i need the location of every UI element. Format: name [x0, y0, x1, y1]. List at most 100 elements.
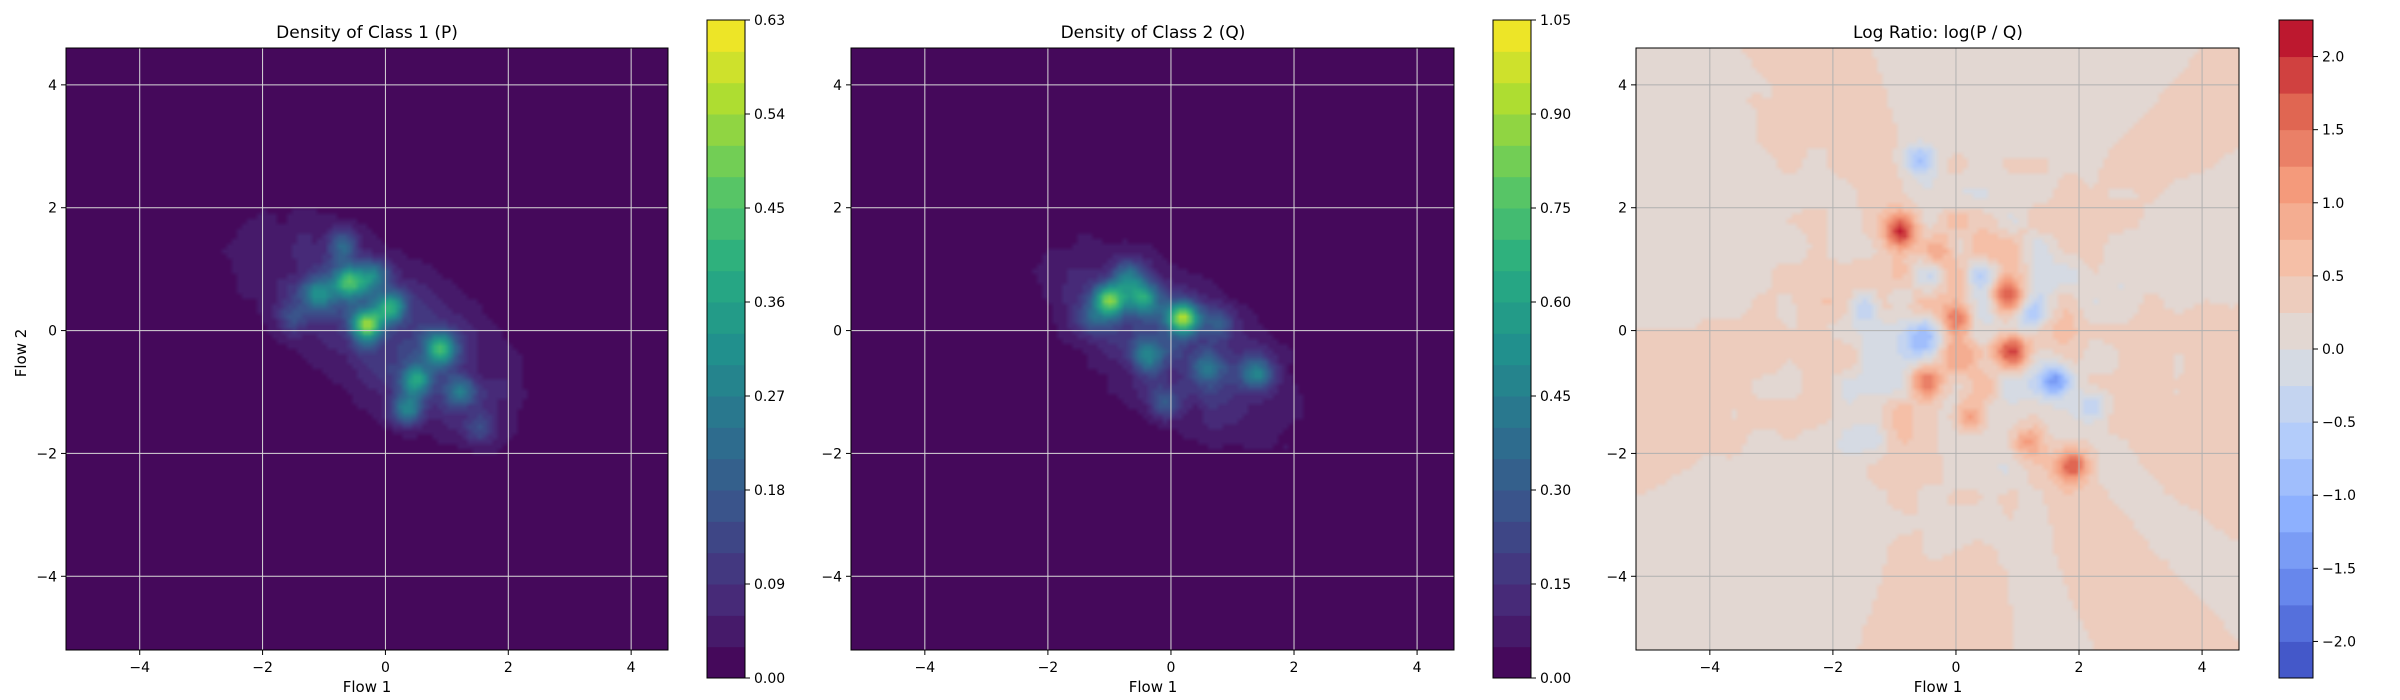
y-tick-label: −4	[821, 569, 842, 585]
colorbar-band	[2279, 422, 2313, 460]
y-tick-label: 4	[1618, 78, 1627, 94]
colorbar-tick-label: 0.00	[1540, 671, 1571, 687]
x-tick-label: −2	[1038, 660, 1059, 676]
colorbar-band	[707, 270, 745, 303]
panel-class-1-density: Density of Class 1 (P) Flow 1 Flow 2	[12, 23, 458, 696]
y-tick-label: −4	[1606, 569, 1627, 585]
x-tick-label: −4	[915, 660, 936, 676]
y-tick-label: −2	[821, 446, 842, 462]
colorbar-tick-label: 0.27	[754, 389, 785, 405]
colorbar-band	[707, 552, 745, 585]
colorbar-tick-label: −1.5	[2322, 561, 2356, 577]
colorbar-band	[707, 396, 745, 428]
y-tick-label: −2	[1606, 446, 1627, 462]
colorbar-2: 0.00 0.15 0.30 0.45 0.60 0.75 0.90 1.05	[1492, 13, 1571, 687]
colorbar-band	[2279, 604, 2313, 642]
colorbar-band	[1493, 270, 1531, 303]
colorbar-band	[707, 333, 745, 366]
colorbar-band	[2279, 385, 2313, 423]
colorbar-band	[707, 114, 745, 146]
colorbar-tick-label: 0.5	[2322, 269, 2344, 285]
x-tick-label: 4	[1413, 660, 1422, 676]
plot-frame-2	[850, 47, 1455, 651]
colorbar-band	[707, 521, 745, 554]
colorbar-band	[1493, 114, 1531, 146]
colorbar-band	[707, 20, 745, 52]
x-tick-label: 0	[381, 660, 390, 676]
colorbar-band	[707, 51, 745, 84]
panel-class-2-density: Density of Class 2 (Q) Flow 1	[1061, 23, 1246, 696]
colorbar-band	[2279, 56, 2313, 94]
colorbar-band	[707, 208, 745, 240]
panel-1-title: Density of Class 1 (P)	[276, 23, 458, 43]
colorbar-band	[707, 584, 745, 616]
colorbar-band	[707, 82, 745, 115]
colorbar-band	[707, 646, 745, 679]
y-tick-label: 2	[833, 201, 842, 217]
heatmap-1	[66, 48, 668, 650]
colorbar-band	[2279, 202, 2313, 240]
colorbar-band	[1493, 82, 1531, 115]
colorbar-tick-label: −2.0	[2322, 634, 2356, 650]
colorbar-tick-label: 0.45	[754, 201, 785, 217]
colorbar-tick-label: 0.00	[754, 671, 785, 687]
colorbar-band	[1493, 646, 1531, 679]
colorbar-band	[2279, 641, 2313, 679]
colorbar-band	[1493, 145, 1531, 178]
colorbar-tick-label: 1.0	[2322, 196, 2344, 212]
colorbar-tick-label: 0.15	[1540, 577, 1571, 593]
x-tick-label: 2	[1290, 660, 1299, 676]
colorbar-band	[1493, 427, 1531, 460]
colorbar-band	[707, 364, 745, 397]
colorbar-tick-label: −1.0	[2322, 488, 2356, 504]
colorbar-band	[2279, 239, 2313, 277]
colorbar-frame	[706, 19, 746, 679]
y-tick-label: 2	[1618, 201, 1627, 217]
panel-2-xlabel: Flow 1	[1129, 678, 1178, 696]
colorbar-band	[2279, 568, 2313, 606]
colorbar-band	[1493, 364, 1531, 397]
colorbar-band	[1493, 208, 1531, 240]
colorbar-band	[2279, 531, 2313, 569]
colorbar-tick-label: 0.60	[1540, 295, 1571, 311]
colorbar-tick-label: 0.63	[754, 13, 785, 29]
colorbar-tick-label: 0.30	[1540, 483, 1571, 499]
y-tick-label: 4	[48, 78, 57, 94]
colorbar-band	[2279, 312, 2313, 350]
colorbar-tick-label: 0.90	[1540, 107, 1571, 123]
colorbar-1: 0.00 0.09 0.18 0.27 0.36 0.45 0.54 0.63	[706, 13, 785, 687]
heatmap-2	[851, 48, 1454, 650]
colorbar-band	[1493, 521, 1531, 554]
y-tick-label: −4	[36, 569, 57, 585]
x-tick-label: 0	[1951, 660, 1960, 676]
colorbar-band	[1493, 176, 1531, 209]
colorbar-tick-label: −0.5	[2322, 415, 2356, 431]
y-tick-label: −2	[36, 446, 57, 462]
colorbar-band	[707, 176, 745, 209]
heatmap-3	[1636, 48, 2239, 650]
colorbar-3: −2.0 −1.5 −1.0 −0.5 0.0 0.5 1.0 1.5 2.0	[2278, 19, 2356, 679]
colorbar-tick-label: 0.45	[1540, 389, 1571, 405]
colorbar-band	[707, 145, 745, 178]
x-tick-label: −4	[129, 660, 150, 676]
y-tick-label: 0	[1618, 324, 1627, 340]
y-tick-label: 4	[833, 78, 842, 94]
colorbar-tick-label: 0.09	[754, 577, 785, 593]
colorbar-tick-label: 0.75	[1540, 201, 1571, 217]
x-tick-label: 4	[627, 660, 636, 676]
colorbar-band	[2279, 129, 2313, 167]
colorbar-tick-label: 0.54	[754, 107, 785, 123]
panel-3-xlabel: Flow 1	[1914, 678, 1963, 696]
colorbar-band	[2279, 93, 2313, 131]
colorbar-band	[1493, 333, 1531, 366]
panel-1-xlabel: Flow 1	[343, 678, 392, 696]
y-tick-label: 2	[48, 201, 57, 217]
colorbar-tick-label: 1.05	[1540, 13, 1571, 29]
colorbar-band	[1493, 458, 1531, 491]
plot-frame-1	[65, 47, 669, 651]
colorbar-band	[1493, 20, 1531, 52]
colorbar-band	[2279, 458, 2313, 496]
plot-frame-3	[1635, 47, 2240, 651]
x-tick-label: 4	[2198, 660, 2207, 676]
